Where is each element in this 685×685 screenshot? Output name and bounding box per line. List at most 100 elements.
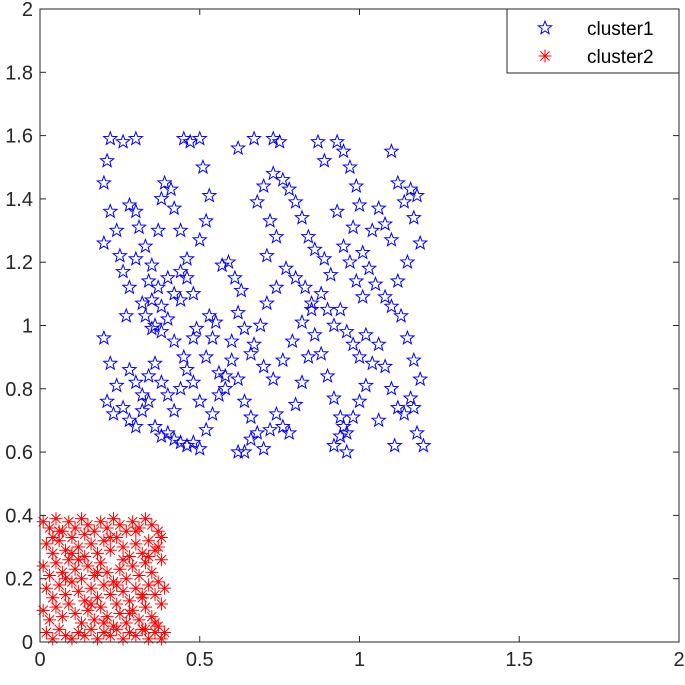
cluster1-point [108,377,125,393]
cluster1-point [220,253,237,270]
cluster1-point [102,130,119,146]
cluster1-point [287,396,304,412]
cluster1-point [191,440,208,456]
cluster1-point [325,389,342,406]
cluster1-point [351,348,368,364]
cluster1-point [159,424,176,440]
cluster1-point [297,279,314,295]
cluster1-point [383,380,400,396]
cluster1-point [249,193,266,209]
cluster2-point [75,572,89,586]
cluster1-point [246,130,263,146]
cluster1-point [134,294,151,311]
cluster1-point [210,364,227,380]
cluster1-point [300,348,317,364]
cluster2-point [138,600,152,614]
cluster1-point [127,250,144,266]
cluster1-point [274,418,291,434]
cluster1-point [364,222,381,238]
cluster1-point [258,294,275,311]
cluster2-point [46,546,60,560]
cluster1-series [95,130,432,459]
cluster1-point [313,285,330,301]
cluster1-point [95,234,112,251]
cluster2-point [49,600,63,614]
plot-area-background [40,9,679,642]
cluster2-point [132,613,146,627]
cluster2-point [145,610,159,624]
cluster2-point [87,613,101,627]
cluster1-point [118,307,135,323]
cluster1-point [217,367,234,383]
cluster2-point [100,565,114,579]
y-tick-label: 2 [22,0,33,21]
cluster2-series [36,512,172,646]
cluster1-point [178,437,195,453]
cluster1-point [332,408,349,425]
cluster1-point [121,412,138,428]
cluster1-point [153,190,170,206]
y-tick-label: 1.6 [5,126,33,148]
cluster2-point [138,622,152,636]
legend-cluster2-marker [538,49,552,63]
y-tick-label: 0.8 [5,379,33,401]
cluster1-point [156,174,173,190]
cluster2-point [91,546,105,560]
cluster1-point [191,130,208,146]
x-tick-label: 0 [34,649,45,671]
cluster1-point [140,272,157,289]
cluster2-point [151,540,165,554]
cluster2-point [43,521,57,535]
cluster1-point [143,256,160,273]
cluster2-point [138,556,152,570]
cluster1-point [111,247,128,263]
cluster2-point [87,524,101,538]
cluster1-point [325,317,342,333]
cluster1-point [271,133,288,149]
legend-cluster1-marker [536,19,554,35]
cluster2-point [129,524,143,538]
cluster1-point [345,218,362,235]
cluster1-point [140,367,157,383]
cluster1-point [370,412,387,428]
cluster1-point [377,288,394,304]
cluster2-point [94,556,108,570]
cluster1-point [185,374,202,390]
cluster1-point [370,336,387,352]
cluster2-point [148,616,162,630]
cluster2-point [116,632,130,646]
cluster1-point [242,345,259,361]
cluster2-point [36,559,50,573]
y-tick-label: 1.4 [5,189,33,211]
cluster1-point [389,272,406,289]
cluster2-point [55,610,69,624]
cluster2-point [52,524,66,538]
cluster2-point [52,578,66,592]
cluster2-point [126,559,140,573]
cluster1-point [230,139,247,156]
cluster1-point [332,427,349,444]
cluster1-point [223,332,240,349]
cluster2-point [65,546,79,560]
cluster2-point [78,594,92,608]
cluster2-point [97,626,111,639]
cluster1-point [287,269,304,285]
cluster1-point [319,367,336,383]
cluster1-point [185,434,202,450]
cluster1-point [255,440,272,456]
cluster2-point [129,629,143,643]
cluster1-point [293,209,311,225]
cluster1-point [185,285,202,301]
cluster1-point [322,266,339,282]
cluster2-point [103,543,117,557]
cluster1-point [105,405,122,421]
cluster2-point [59,543,73,557]
cluster1-point [150,222,167,238]
y-tick-label: 0 [22,632,33,654]
cluster1-point [99,393,116,409]
cluster1-point [159,386,176,402]
cluster1-point [159,310,176,326]
cluster1-point [408,187,426,203]
cluster1-point [172,222,189,238]
